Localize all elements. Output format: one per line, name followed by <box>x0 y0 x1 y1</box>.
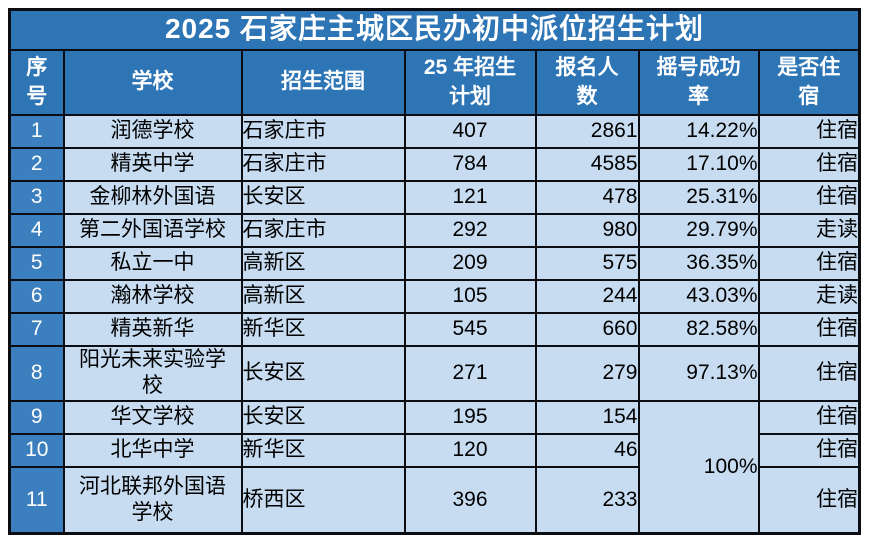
cell-scope: 高新区 <box>240 245 406 281</box>
cell-school: 私立一中 <box>62 245 243 281</box>
header-cell-index: 序 号 <box>8 48 65 116</box>
cell-applicants: 980 <box>534 212 640 248</box>
table-row: 3 金柳林外国语 长安区 121 478 25.31% 住宿 <box>8 179 861 215</box>
cell-plan: 545 <box>403 311 537 347</box>
cell-boarding: 住宿 <box>757 113 861 149</box>
cell-rate: 25.31% <box>637 179 760 215</box>
cell-index: 3 <box>8 179 65 215</box>
header-cell-boarding: 是否住 宿 <box>757 48 861 116</box>
cell-rate: 97.13% <box>637 344 760 402</box>
header-cell-plan: 25 年招生 计划 <box>403 48 537 116</box>
cell-scope: 新华区 <box>240 311 406 347</box>
table-row: 9 华文学校 长安区 195 154 100% 住宿 <box>8 399 861 535</box>
cell-school: 北华中学 <box>62 432 243 468</box>
cell-scope: 石家庄市 <box>240 113 406 149</box>
table-row: 7 精英新华 新华区 545 660 82.58% 住宿 <box>8 311 861 347</box>
cell-plan: 120 <box>403 432 537 468</box>
cell-boarding: 住宿 <box>757 465 861 535</box>
title-row: 2025 石家庄主城区民办初中派位招生计划 <box>8 8 861 51</box>
cell-school: 华文学校 <box>62 399 243 435</box>
table-title: 2025 石家庄主城区民办初中派位招生计划 <box>8 8 861 51</box>
cell-boarding: 住宿 <box>757 344 861 402</box>
cell-boarding: 住宿 <box>757 432 861 468</box>
cell-school: 河北联邦外国语 学校 <box>62 465 243 535</box>
header-cell-applicants: 报名人 数 <box>534 48 640 116</box>
cell-index: 10 <box>8 432 65 468</box>
cell-scope: 新华区 <box>240 432 406 468</box>
table-row: 2 精英中学 石家庄市 784 4585 17.10% 住宿 <box>8 146 861 182</box>
table-row: 11 河北联邦外国语 学校 桥西区 396 233 住宿 <box>8 465 861 535</box>
table-row: 4 第二外国语学校 石家庄市 292 980 29.79% 走读 <box>8 212 861 248</box>
cell-applicants: 575 <box>534 245 640 281</box>
cell-index: 4 <box>8 212 65 248</box>
cell-rate: 29.79% <box>637 212 760 248</box>
header-cell-school: 学校 <box>62 48 243 116</box>
cell-rate: 43.03% <box>637 278 760 314</box>
cell-applicants: 478 <box>534 179 640 215</box>
cell-scope: 石家庄市 <box>240 146 406 182</box>
cell-rate: 82.58% <box>637 311 760 347</box>
cell-school: 第二外国语学校 <box>62 212 243 248</box>
cell-index: 7 <box>8 311 65 347</box>
cell-rate: 17.10% <box>637 146 760 182</box>
cell-plan: 105 <box>403 278 537 314</box>
cell-applicants: 154 <box>534 399 640 435</box>
cell-plan: 292 <box>403 212 537 248</box>
cell-index: 6 <box>8 278 65 314</box>
header-cell-scope: 招生范围 <box>240 48 406 116</box>
cell-rate: 14.22% <box>637 113 760 149</box>
cell-boarding: 住宿 <box>757 311 861 347</box>
table-row: 10 北华中学 新华区 120 46 住宿 <box>8 432 861 468</box>
header-cell-rate: 摇号成功 率 <box>637 48 760 116</box>
cell-applicants: 4585 <box>534 146 640 182</box>
cell-plan: 121 <box>403 179 537 215</box>
cell-index: 11 <box>8 465 65 535</box>
header-row: 序 号 学校 招生范围 25 年招生 计划 报名人 数 摇号成功 率 是否住 宿 <box>8 48 861 116</box>
cell-school: 阳光未来实验学 校 <box>62 344 243 402</box>
cell-school: 润德学校 <box>62 113 243 149</box>
cell-boarding: 走读 <box>757 212 861 248</box>
cell-plan: 407 <box>403 113 537 149</box>
cell-index: 9 <box>8 399 65 435</box>
cell-scope: 长安区 <box>240 344 406 402</box>
table-row: 8 阳光未来实验学 校 长安区 271 279 97.13% 住宿 <box>8 344 861 402</box>
cell-plan: 209 <box>403 245 537 281</box>
cell-school: 精英中学 <box>62 146 243 182</box>
cell-index: 2 <box>8 146 65 182</box>
cell-boarding: 走读 <box>757 278 861 314</box>
table-row: 1 润德学校 石家庄市 407 2861 14.22% 住宿 <box>8 113 861 149</box>
cell-boarding: 住宿 <box>757 399 861 435</box>
cell-boarding: 住宿 <box>757 179 861 215</box>
cell-school: 瀚林学校 <box>62 278 243 314</box>
cell-applicants: 233 <box>534 465 640 535</box>
cell-applicants: 244 <box>534 278 640 314</box>
table-row: 6 瀚林学校 高新区 105 244 43.03% 走读 <box>8 278 861 314</box>
cell-scope: 桥西区 <box>240 465 406 535</box>
cell-school: 精英新华 <box>62 311 243 347</box>
cell-applicants: 279 <box>534 344 640 402</box>
cell-plan: 784 <box>403 146 537 182</box>
cell-rate-merged: 100% <box>637 399 760 535</box>
table-row: 5 私立一中 高新区 209 575 36.35% 住宿 <box>8 245 861 281</box>
cell-rate: 36.35% <box>637 245 760 281</box>
cell-index: 5 <box>8 245 65 281</box>
cell-boarding: 住宿 <box>757 245 861 281</box>
cell-applicants: 660 <box>534 311 640 347</box>
cell-plan: 396 <box>403 465 537 535</box>
cell-scope: 长安区 <box>240 399 406 435</box>
cell-boarding: 住宿 <box>757 146 861 182</box>
cell-scope: 长安区 <box>240 179 406 215</box>
cell-plan: 271 <box>403 344 537 402</box>
enrollment-plan-table: 2025 石家庄主城区民办初中派位招生计划 序 号 学校 招生范围 25 年招生… <box>8 8 862 535</box>
cell-index: 1 <box>8 113 65 149</box>
cell-applicants: 2861 <box>534 113 640 149</box>
cell-plan: 195 <box>403 399 537 435</box>
cell-scope: 石家庄市 <box>240 212 406 248</box>
cell-index: 8 <box>8 344 65 402</box>
cell-applicants: 46 <box>534 432 640 468</box>
cell-scope: 高新区 <box>240 278 406 314</box>
cell-school: 金柳林外国语 <box>62 179 243 215</box>
